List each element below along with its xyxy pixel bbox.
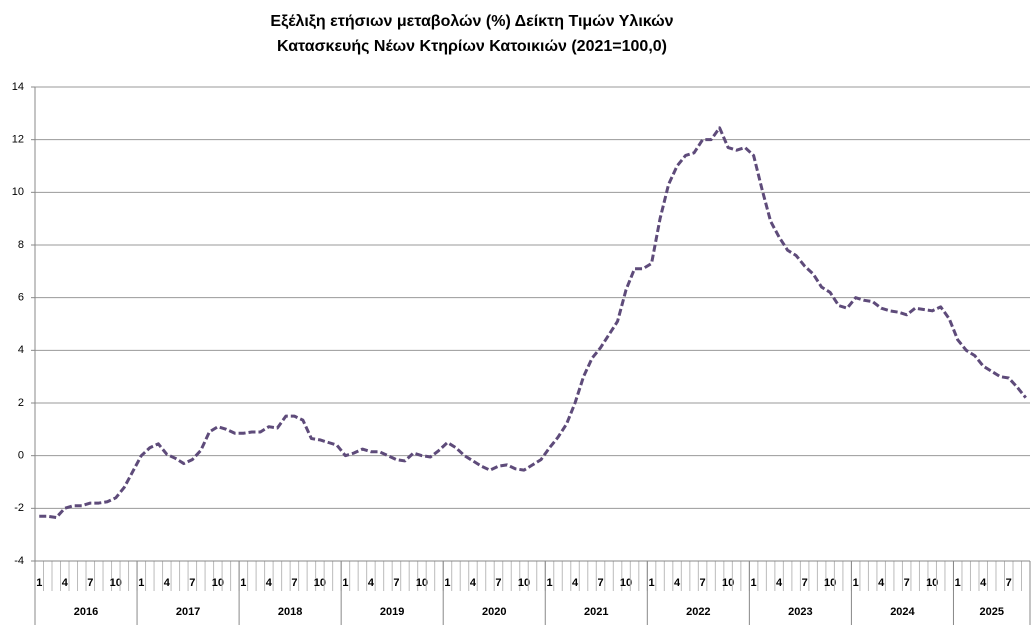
x-tick-label: 4 xyxy=(878,577,885,589)
x-tick-label: 4 xyxy=(62,577,69,589)
x-tick-label: 1 xyxy=(853,577,859,589)
year-label: 2017 xyxy=(176,606,200,618)
x-tick-label: 7 xyxy=(495,577,501,589)
x-tick-label: 7 xyxy=(1006,577,1012,589)
y-tick-label: 12 xyxy=(12,134,24,146)
year-label: 2023 xyxy=(788,606,812,618)
year-label: 2025 xyxy=(979,606,1003,618)
x-tick-label: 10 xyxy=(212,577,224,589)
y-tick-label: -4 xyxy=(14,555,24,567)
x-tick-label: 7 xyxy=(189,577,195,589)
x-tick-label: 1 xyxy=(546,577,552,589)
x-tick-label: 10 xyxy=(824,577,836,589)
chart-title: Εξέλιξη ετήσιων μεταβολών (%) Δείκτη Τιμ… xyxy=(270,13,673,30)
x-tick-label: 4 xyxy=(572,577,579,589)
x-tick-label: 1 xyxy=(36,577,42,589)
data-line xyxy=(39,126,1027,520)
x-tick-label: 10 xyxy=(926,577,938,589)
x-tick-label: 1 xyxy=(648,577,654,589)
x-tick-label: 4 xyxy=(470,577,477,589)
y-tick-label: 8 xyxy=(18,239,24,251)
x-tick-label: 7 xyxy=(291,577,297,589)
x-tick-label: 10 xyxy=(620,577,632,589)
x-tick-label: 4 xyxy=(368,577,375,589)
x-tick-label: 4 xyxy=(164,577,171,589)
x-tick-label: 1 xyxy=(444,577,450,589)
x-tick-label: 7 xyxy=(904,577,910,589)
x-tick-label: 10 xyxy=(722,577,734,589)
x-tick-label: 4 xyxy=(980,577,987,589)
year-label: 2021 xyxy=(584,606,608,618)
y-tick-label: -2 xyxy=(14,502,24,514)
year-label: 2018 xyxy=(278,606,302,618)
y-tick-label: 2 xyxy=(18,397,24,409)
year-label: 2020 xyxy=(482,606,506,618)
year-label: 2016 xyxy=(74,606,98,618)
x-tick-label: 7 xyxy=(802,577,808,589)
x-tick-label: 4 xyxy=(266,577,273,589)
x-tick-label: 1 xyxy=(955,577,961,589)
x-tick-label: 1 xyxy=(138,577,144,589)
x-tick-label: 7 xyxy=(700,577,706,589)
y-tick-label: 0 xyxy=(18,450,24,462)
x-tick-label: 1 xyxy=(342,577,348,589)
x-tick-label: 10 xyxy=(518,577,530,589)
chart-title: Κατασκευής Νέων Κτηρίων Κατοικιών (2021=… xyxy=(277,38,667,55)
y-tick-label: 6 xyxy=(18,292,24,304)
x-tick-label: 4 xyxy=(674,577,681,589)
x-tick-label: 7 xyxy=(393,577,399,589)
y-tick-label: 14 xyxy=(12,81,24,93)
x-tick-label: 4 xyxy=(776,577,783,589)
y-tick-label: 10 xyxy=(12,186,24,198)
y-tick-label: 4 xyxy=(18,344,24,356)
year-label: 2024 xyxy=(890,606,915,618)
year-label: 2019 xyxy=(380,606,404,618)
year-label: 2022 xyxy=(686,606,710,618)
x-tick-label: 1 xyxy=(240,577,246,589)
x-tick-label: 10 xyxy=(416,577,428,589)
x-tick-label: 10 xyxy=(110,577,122,589)
x-tick-label: 7 xyxy=(597,577,603,589)
x-tick-label: 10 xyxy=(314,577,326,589)
x-tick-label: 7 xyxy=(87,577,93,589)
x-tick-label: 1 xyxy=(751,577,757,589)
